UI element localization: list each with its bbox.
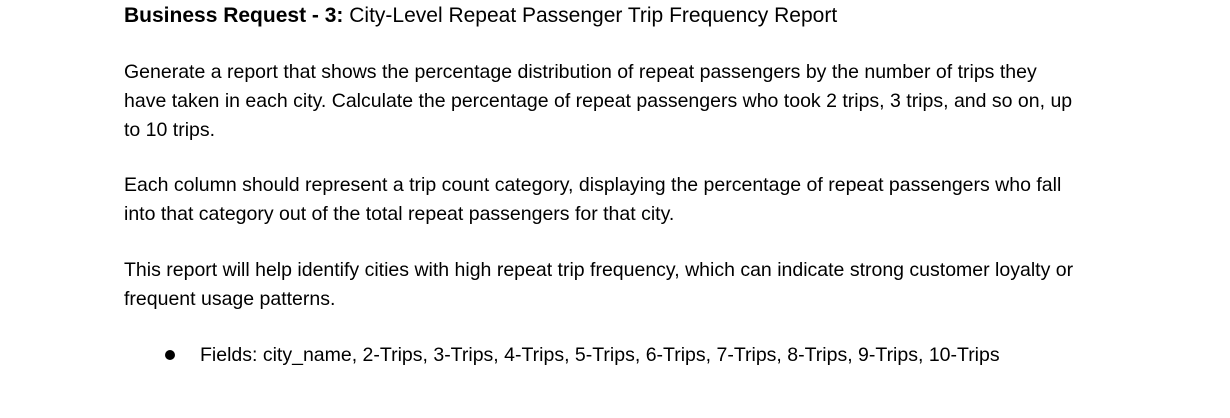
fields-bullet-list: Fields: city_name, 2-Trips, 3-Trips, 4-T… — [124, 340, 1124, 370]
fields-text: Fields: city_name, 2-Trips, 3-Trips, 4-T… — [200, 344, 1000, 366]
report-description-paragraph: Generate a report that shows the percent… — [124, 61, 1073, 141]
report-purpose-paragraph: This report will help identify cities wi… — [124, 259, 1074, 310]
request-label: Business Request - 3: — [124, 4, 344, 27]
request-heading: Business Request - 3: City-Level Repeat … — [124, 3, 837, 29]
column-definition-paragraph: Each column should represent a trip coun… — [124, 174, 1062, 225]
request-title: City-Level Repeat Passenger Trip Frequen… — [349, 4, 838, 27]
list-item: Fields: city_name, 2-Trips, 3-Trips, 4-T… — [124, 340, 1070, 370]
bullet-icon — [165, 350, 175, 360]
